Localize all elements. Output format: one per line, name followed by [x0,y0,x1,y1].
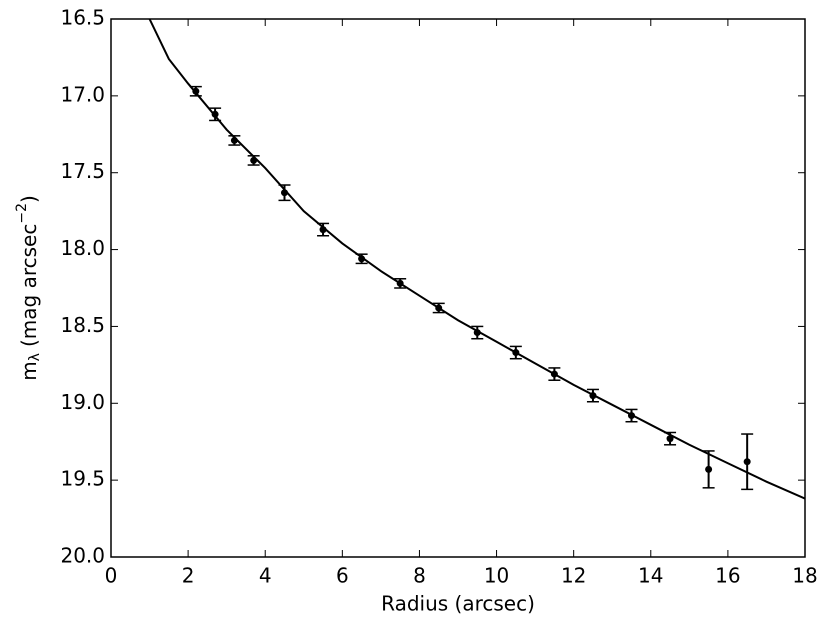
x-tick-label: 14 [638,564,663,588]
y-tick-label: 18.0 [60,236,105,260]
y-tick-label: 20.0 [60,544,105,568]
x-tick-label: 6 [336,564,349,588]
x-tick-label: 12 [561,564,586,588]
fit-line [148,19,805,500]
data-point [230,136,238,144]
data-point [743,458,751,466]
y-tick-label: 19.5 [60,467,105,491]
x-tick-label: 10 [484,564,509,588]
data-point [628,412,635,420]
y-label-sup: −2 [14,203,30,224]
x-tick-label: 8 [413,564,426,588]
y-tick-label: 17.0 [60,82,105,106]
data-point [550,370,558,378]
y-label-main: m [17,361,41,380]
y-tick-label: 18.5 [60,313,105,337]
y-tick-label: 19.0 [60,390,105,414]
x-tick-label: 16 [715,564,740,588]
x-tick-label: 4 [259,564,272,588]
data-point [211,110,219,118]
x-tick-label: 0 [105,564,118,588]
data-point [435,304,443,312]
x-axis-label: Radius (arcsec) [381,592,535,616]
y-axis-label: mλ (mag arcsec−2) [14,195,43,381]
y-label-unit: (mag arcsec [17,224,41,347]
data-point [666,435,674,443]
data-point [250,156,258,164]
x-tick-label: 18 [792,564,817,588]
data-point [358,255,366,263]
y-tick-label: 17.5 [60,159,105,183]
y-tick-label: 16.5 [60,6,105,30]
y-label-sub: λ [27,353,43,361]
x-tick-label: 2 [182,564,195,588]
y-label-close: ) [17,195,41,203]
data-point [192,87,200,95]
plot-frame [110,18,806,558]
data-point [319,226,327,234]
data-point [589,392,597,400]
data-point [473,329,481,337]
data-point [512,349,520,357]
data-point [396,279,404,287]
data-point [705,465,713,473]
data-point [281,189,288,197]
